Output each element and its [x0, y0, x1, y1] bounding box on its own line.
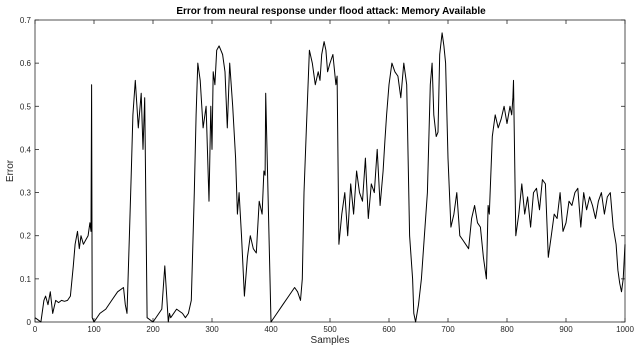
x-tick-label: 900	[559, 325, 573, 334]
y-tick-label: 0	[27, 318, 32, 327]
series-layer	[34, 32, 626, 323]
y-tick-label: 0.5	[20, 102, 32, 111]
plot-area: 0 100 200 300 400 500 600 700 800 900 1000 0 0.1 0.2…	[20, 16, 635, 334]
x-tick-label: 600	[382, 325, 396, 334]
chart-title: Error from neural response under flood a…	[176, 6, 486, 17]
axes-box	[34, 19, 626, 323]
error-series-line	[34, 32, 626, 323]
y-axis: 0 0.1 0.2 0.3 0.4 0.5 0.6 0.7	[20, 16, 625, 327]
x-axis-label: Samples	[311, 335, 350, 345]
x-tick-label: 700	[441, 325, 455, 334]
x-tick-label: 800	[500, 325, 514, 334]
y-tick-label: 0.2	[20, 232, 32, 241]
x-tick-label: 0	[33, 325, 38, 334]
x-tick-label: 300	[205, 325, 219, 334]
x-tick-label: 500	[323, 325, 337, 334]
y-tick-label: 0.1	[20, 275, 32, 284]
y-tick-label: 0.6	[20, 59, 32, 68]
y-axis-label: Error	[5, 159, 16, 182]
x-tick-label: 400	[264, 325, 278, 334]
y-tick-label: 0.3	[20, 189, 32, 198]
x-tick-label: 1000	[616, 325, 634, 334]
y-tick-label: 0.4	[20, 145, 32, 154]
x-tick-label: 100	[87, 325, 101, 334]
y-tick-label: 0.7	[20, 16, 32, 25]
x-tick-label: 200	[146, 325, 160, 334]
